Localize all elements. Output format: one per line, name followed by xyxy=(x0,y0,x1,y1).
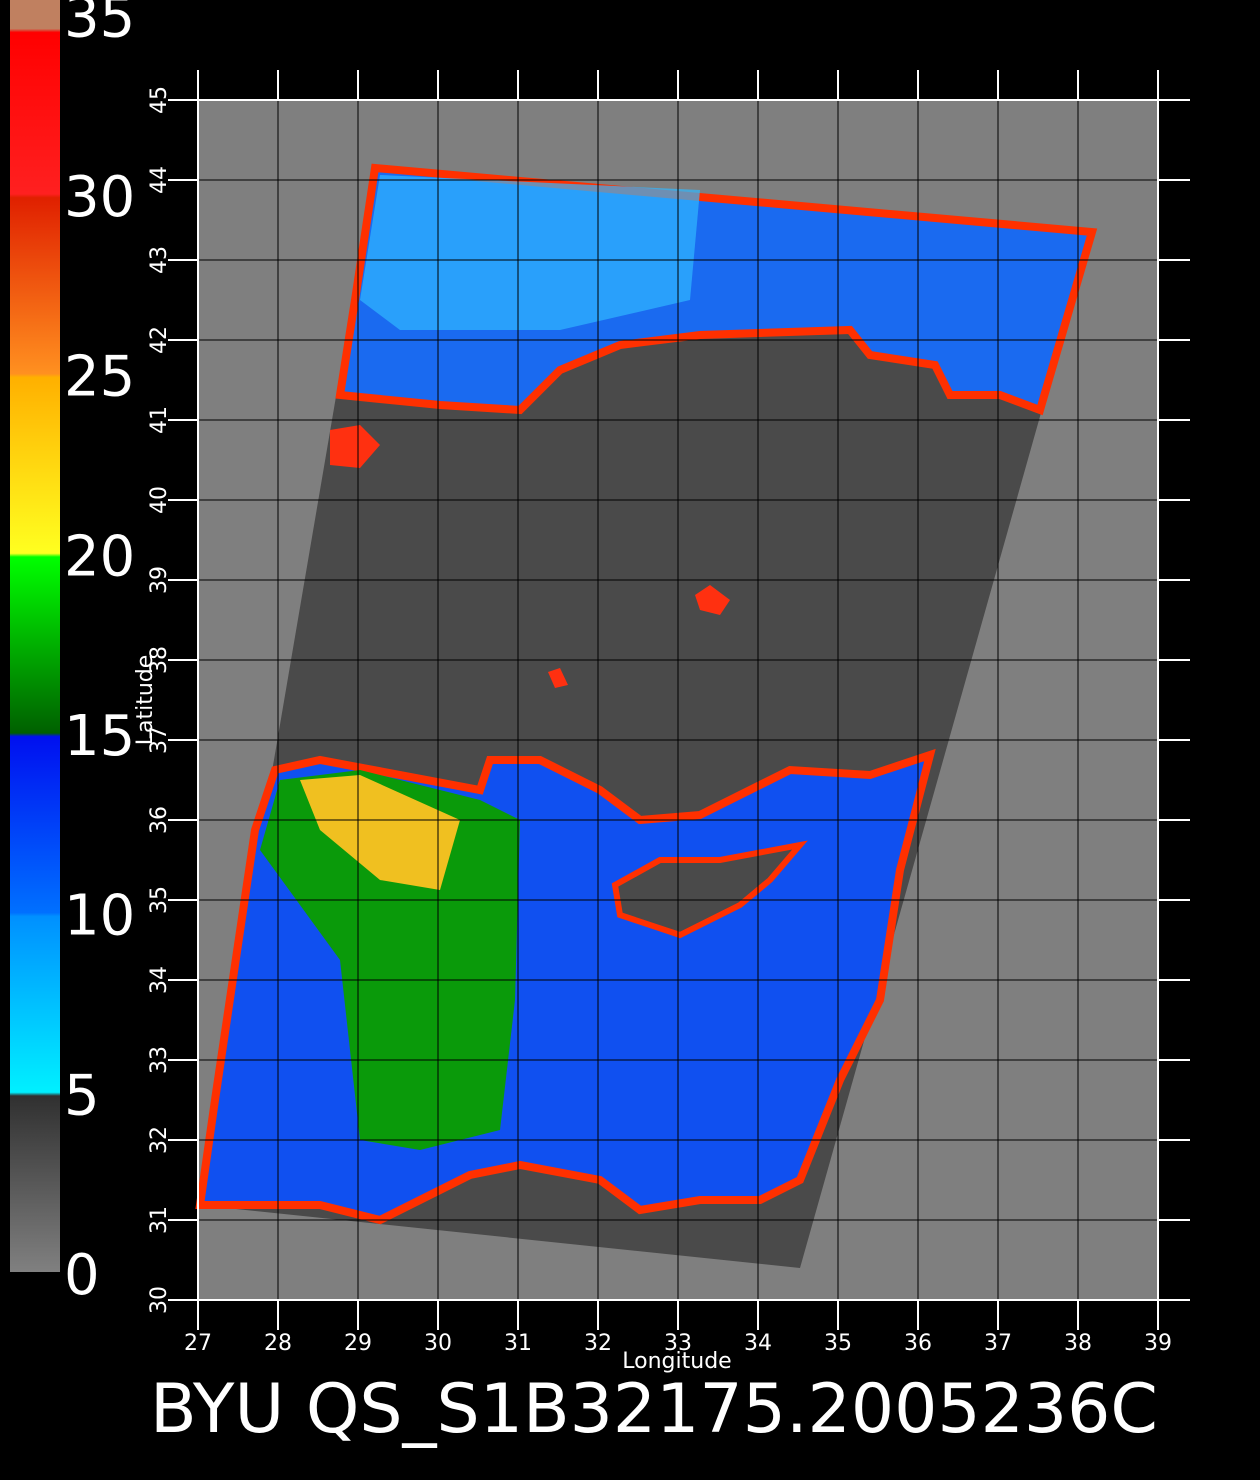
y-tick-label: 40 xyxy=(147,486,172,514)
colorbar: 0 5 10 15 20 25 30 35 xyxy=(10,0,135,1308)
y-tick-label: 39 xyxy=(147,566,172,594)
x-tick-label: 37 xyxy=(984,1331,1012,1356)
x-tick-label: 31 xyxy=(504,1331,532,1356)
x-axis-label: Longitude xyxy=(622,1349,731,1374)
patch xyxy=(330,425,380,468)
x-tick-label: 36 xyxy=(904,1331,932,1356)
x-tick-label: 34 xyxy=(744,1331,772,1356)
yellow-patch xyxy=(300,775,460,890)
x-tick-label: 32 xyxy=(584,1331,612,1356)
colorbar-label: 10 xyxy=(64,884,135,949)
colorbar-label: 35 xyxy=(64,0,135,50)
green-patch xyxy=(260,770,520,1150)
colorbar-label: 25 xyxy=(64,345,135,410)
colorbar-label: 20 xyxy=(64,524,135,589)
colorbar-label: 30 xyxy=(64,165,135,230)
y-tick-label: 38 xyxy=(147,646,172,674)
cyprus xyxy=(611,840,808,939)
x-tick-label: 35 xyxy=(824,1331,852,1356)
y-tick-label: 35 xyxy=(147,886,172,914)
y-tick-label: 43 xyxy=(147,246,172,274)
plot-frame xyxy=(197,99,1159,1301)
y-tick-label: 36 xyxy=(147,806,172,834)
x-tick-label: 38 xyxy=(1064,1331,1092,1356)
colorbar-label: 5 xyxy=(64,1063,100,1128)
patch xyxy=(695,585,730,615)
y-tick-label: 33 xyxy=(147,1046,172,1074)
y-tick-label: 41 xyxy=(147,406,172,434)
y-tick-label: 37 xyxy=(147,726,172,754)
x-tick-label: 30 xyxy=(424,1331,452,1356)
x-tick-label: 39 xyxy=(1144,1331,1172,1356)
y-tick-label: 45 xyxy=(147,86,172,114)
x-tick-label: 29 xyxy=(344,1331,372,1356)
light-region xyxy=(360,175,700,330)
y-tick-label: 32 xyxy=(147,1126,172,1154)
x-tick-label: 28 xyxy=(264,1331,292,1356)
y-axis-label: Latitude xyxy=(133,655,158,746)
caption: BYU QS_S1B32175.2005236C xyxy=(150,1370,1158,1449)
y-tick-label: 31 xyxy=(147,1206,172,1234)
grid: 27 28 29 30 31 32 33 34 35 36 37 38 39 30 31 32 33 34 35 36… xyxy=(147,70,1190,1356)
y-tick-label: 34 xyxy=(147,966,172,994)
patch xyxy=(548,668,568,688)
x-tick-label: 27 xyxy=(184,1331,212,1356)
y-tick-label: 30 xyxy=(147,1286,172,1314)
colorbar-label: 15 xyxy=(64,704,135,769)
colorbar-fill xyxy=(10,0,60,1272)
x-tick-label: 33 xyxy=(664,1331,692,1356)
y-tick-label: 44 xyxy=(147,166,172,194)
y-tick-label: 42 xyxy=(147,326,172,354)
colorbar-label: 0 xyxy=(64,1243,100,1308)
